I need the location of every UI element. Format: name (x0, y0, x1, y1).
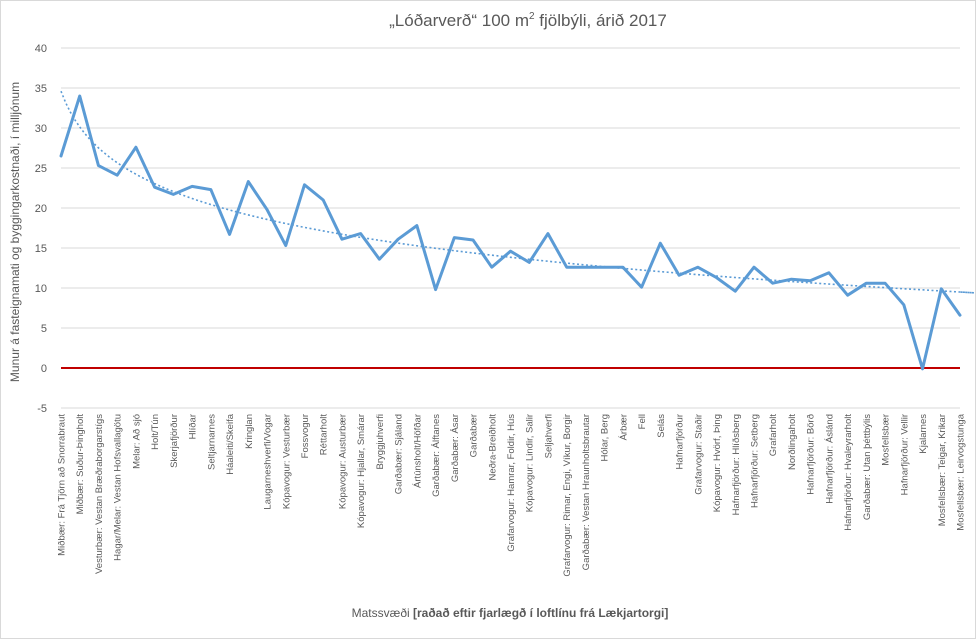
x-category-label: Selás (656, 414, 667, 438)
x-axis-label-bold: [raðað eftir fjarlægð í loftlínu frá Læk… (413, 606, 668, 620)
x-category-label: Norðlingaholt (787, 414, 798, 470)
x-axis-category-labels: Miðbær: Frá Tjörn að Snorrabraut Miðbær: … (57, 413, 967, 576)
x-category-label: Hafnarfjörður: Hlíðsberg (731, 414, 742, 515)
series-line (59, 94, 962, 371)
x-category-label: Laugarneshverfi/Vogar (263, 414, 274, 510)
x-category-label: Miðbær: Frá Tjörn að Snorrabraut (57, 414, 68, 556)
x-category-label: Hafnarfjörður: Vellir (899, 414, 910, 495)
x-category-label: Mosfellsbær: Leirvogstunga (956, 413, 967, 530)
x-category-label: Grafarholt (768, 414, 779, 457)
x-category-label: Hólar, Berg (600, 414, 611, 462)
x-category-label: Réttarholt (319, 414, 330, 456)
x-category-label: Garðabær: Vestan Hraunholtsbrautar (581, 414, 592, 570)
x-category-label: Garðabær: Ásar (450, 414, 461, 482)
x-category-label: Seljahverfi (543, 414, 554, 458)
y-tick-label: -5 (37, 403, 47, 415)
x-category-label: Ártúnsholt/Höfðar (412, 414, 423, 488)
x-category-label: Hlíðar (188, 414, 199, 439)
y-axis-label: Munur á fasteignamati og byggingarkostna… (8, 82, 22, 382)
x-category-label: Holt/Tún (150, 414, 161, 450)
x-category-label: Kringlan (244, 414, 255, 449)
y-tick-label: 25 (35, 163, 47, 175)
trendline (60, 90, 975, 294)
x-category-label: Grafarvogur: Hamrar, Foldir, Hús (506, 414, 517, 552)
x-axis-label-main: Matssvæði (352, 606, 413, 620)
x-category-label: Hafnarfjörður: Áslánd (824, 414, 835, 504)
chart-title-superscript: 2 (529, 11, 535, 22)
x-category-label: Neðra-Breiðholt (487, 414, 498, 481)
x-category-label: Kópavogur: Hvörf, Þing (712, 414, 723, 512)
chart-title-main: „Lóðarverð“ 100 m (389, 11, 529, 30)
x-category-label: Bryggjuhverfi (375, 414, 386, 469)
x-category-label: Fell (637, 414, 648, 429)
x-category-label: Garðabær: Álftanes (431, 414, 442, 497)
y-tick-label: 0 (41, 363, 47, 375)
x-category-label: Hafnarfjörður (675, 414, 686, 469)
x-category-label: Háaleiti/Skeifa (225, 413, 236, 474)
gridlines (61, 47, 960, 409)
x-category-label: Skerjafjörður (169, 414, 180, 468)
x-category-label: Garðabær: Sjáland (394, 414, 405, 494)
x-category-label: Grafarvogur: Rimar, Engi, Víkur, Borgir (562, 414, 573, 577)
x-category-label: Miðbær: Suður-Þingholt (75, 414, 86, 515)
x-category-label: Kópavogur: Lindir, Salir (525, 414, 536, 512)
y-tick-label: 40 (35, 43, 47, 55)
x-category-label: Garðabær (469, 414, 480, 457)
y-tick-label: 10 (35, 283, 47, 295)
x-category-label: Kópavogur: Hjallar, Smárar (356, 414, 367, 528)
x-category-label: Hafnarfjörður: Börð (806, 414, 817, 495)
y-tick-label: 30 (35, 123, 47, 135)
y-axis-ticks: -5 0 5 10 15 20 25 30 35 40 (35, 43, 47, 415)
x-category-label: Grafarvogur: Staðir (693, 414, 704, 495)
x-axis-label: Matssvæði [raðað eftir fjarlægð í loftlí… (352, 606, 669, 620)
x-category-label: Seltjarnarnes (206, 414, 217, 470)
x-category-label: Mosfellsbær (881, 414, 892, 466)
y-tick-label: 20 (35, 203, 47, 215)
x-category-label: Kópavogur: Austurbær (337, 414, 348, 509)
x-category-label: Hagar/Melar: Vestan Hofsvallagötu (113, 414, 124, 561)
x-category-label: Hafnarfjörður: Hvaleyrarholt (843, 414, 854, 531)
chart-title: „Lóðarverð“ 100 m2 fjölbýli, árið 2017 (389, 11, 667, 30)
x-category-label: Mosfellsbær: Teigar, Krikar (937, 414, 948, 526)
x-category-label: Hafnarfjörður: Setberg (749, 414, 760, 508)
y-tick-label: 15 (35, 243, 47, 255)
x-category-label: Melar: Að sjó (131, 414, 142, 469)
x-category-label: Kjalarnes (918, 414, 929, 454)
x-category-label: Árbær (618, 414, 629, 440)
y-tick-label: 5 (41, 323, 47, 335)
x-category-label: Kópavogur: Vesturbær (281, 414, 292, 509)
x-category-label: Fossvogur (300, 414, 311, 458)
chart-title-rest: fjölbýli, árið 2017 (535, 11, 667, 30)
y-tick-label: 35 (35, 83, 47, 95)
x-category-label: Garðabær: Utan þéttbýlis (862, 414, 873, 520)
x-category-label: Vesturbær: Vestan Bræðraborgarstígs (94, 414, 105, 574)
